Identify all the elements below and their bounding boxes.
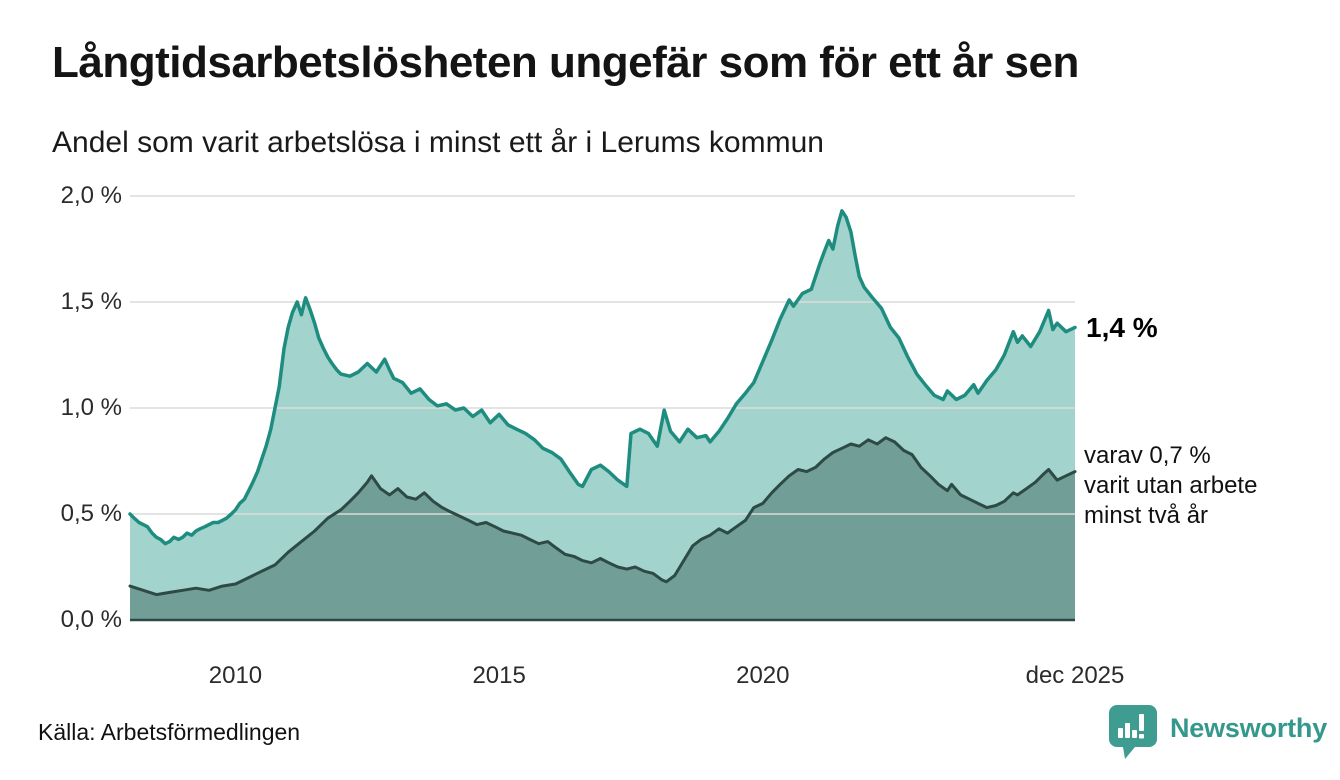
y-axis-label: 0,5 % <box>60 500 122 527</box>
y-axis-label: 0,0 % <box>60 606 122 633</box>
secondary-annotation-line2: varit utan arbete <box>1084 472 1258 499</box>
newsworthy-bubble-chart-icon <box>1109 705 1157 759</box>
x-axis-label: 2015 <box>472 662 526 689</box>
brand-logo: Newsworthy <box>1108 704 1327 760</box>
secondary-annotation-line1: varav 0,7 % <box>1084 442 1211 469</box>
series-line-one-year <box>128 209 1077 546</box>
x-axis-label: 2010 <box>208 662 263 689</box>
brand-name: Newsworthy <box>1170 713 1328 743</box>
secondary-value-annotation: varav 0,7 % varit utan arbete minst två … <box>1084 441 1257 531</box>
source-note: Källa: Arbetsförmedlingen <box>38 719 301 745</box>
page-title: Långtidsarbetslösheten ungefär som för e… <box>52 38 1079 87</box>
chart-subtitle: Andel som varit arbetslösa i minst ett å… <box>52 126 824 159</box>
series-line-two-years <box>128 436 1077 597</box>
secondary-annotation-line3: minst två år <box>1084 502 1209 529</box>
series-area-two-years <box>130 437 1075 620</box>
y-axis-label: 1,5 % <box>60 288 122 315</box>
x-axis-label: dec 2025 <box>1025 662 1125 689</box>
y-axis-label: 2,0 % <box>60 182 122 209</box>
x-axis-label: 2020 <box>736 662 790 689</box>
y-axis-label: 1,0 % <box>60 394 122 421</box>
latest-value-annotation: 1,4 % <box>1086 312 1158 343</box>
